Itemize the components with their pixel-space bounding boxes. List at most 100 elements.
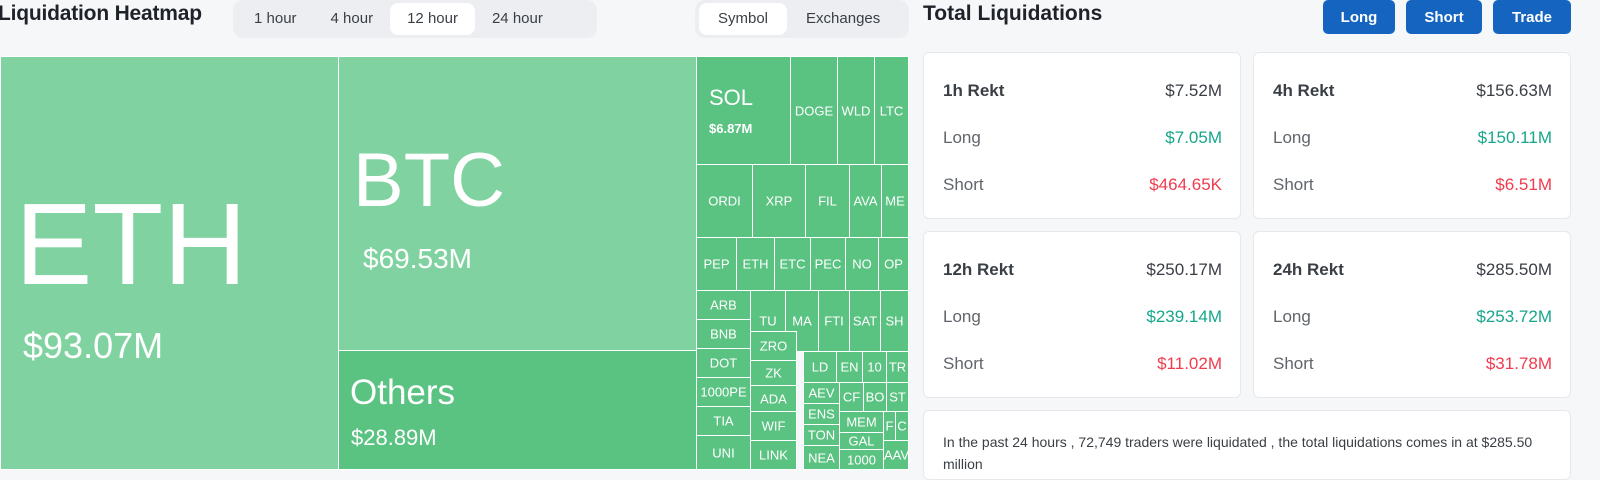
- treemap-tile-xrp[interactable]: XRP: [752, 164, 806, 238]
- tile-symbol: DOGE: [794, 103, 834, 118]
- tile-symbol: BO: [865, 389, 885, 405]
- short-value: $11.02M: [1157, 354, 1222, 373]
- tile-value: $6.87M: [709, 121, 753, 136]
- long-label: Long: [1273, 307, 1311, 326]
- treemap-tile-btc[interactable]: BTC $69.53M: [338, 56, 697, 351]
- treemap-tile-nea[interactable]: NEA: [803, 445, 840, 470]
- treemap-tile-etc[interactable]: ETC: [774, 237, 811, 291]
- tile-value: $69.53M: [363, 243, 472, 274]
- treemap-tile-wld[interactable]: WLD: [837, 56, 875, 165]
- tile-symbol: LD: [811, 359, 829, 375]
- treemap-tile-eth[interactable]: ETH: [736, 237, 775, 291]
- treemap-tile-pec[interactable]: PEC: [810, 237, 846, 291]
- tile-symbol: AEV: [808, 385, 835, 401]
- treemap-tile-me[interactable]: ME: [881, 164, 909, 238]
- view-option-exchanges[interactable]: Exchanges: [806, 10, 881, 27]
- treemap-tile-bnb[interactable]: BNB: [696, 319, 751, 349]
- treemap-tile-doge[interactable]: DOGE: [790, 56, 838, 165]
- treemap-tile-sol[interactable]: SOL $6.87M: [696, 56, 791, 165]
- rekt-label: 1h Rekt: [943, 81, 1005, 100]
- treemap-tile-ordi[interactable]: ORDI: [696, 164, 753, 238]
- tile-symbol: NEA: [808, 450, 835, 465]
- rekt-card-1h: 1h Rekt $7.52M Long $7.05M Short $464.65K: [923, 52, 1241, 219]
- tile-symbol: SH: [885, 313, 904, 329]
- treemap-tile-no[interactable]: NO: [845, 237, 879, 291]
- treemap-tile-10[interactable]: 10: [862, 351, 887, 383]
- treemap-tile-ton[interactable]: TON: [803, 424, 840, 446]
- tile-symbol: ENS: [808, 406, 835, 422]
- tile-symbol: FTI: [824, 313, 844, 329]
- treemap-tile-pep[interactable]: PEP: [696, 237, 737, 291]
- treemap-tile-arb[interactable]: ARB: [696, 290, 751, 320]
- long-label: Long: [943, 128, 981, 147]
- tile-symbol: PEC: [814, 256, 842, 272]
- long-label: Long: [1273, 128, 1311, 147]
- treemap-tile-link[interactable]: LINK: [750, 440, 797, 470]
- tile-symbol: 1000PE: [700, 384, 747, 400]
- treemap-tile-eth[interactable]: ETH $93.07M: [0, 56, 339, 470]
- treemap-tile-zro[interactable]: ZRO: [750, 331, 797, 361]
- treemap-tile-ada[interactable]: ADA: [750, 385, 797, 412]
- treemap-tile-uni[interactable]: UNI: [696, 435, 751, 470]
- treemap-tile-dot[interactable]: DOT: [696, 348, 751, 378]
- tile-symbol: ARB: [710, 297, 737, 313]
- treemap-tile-sat[interactable]: SAT: [849, 290, 881, 352]
- tile-symbol: FIL: [818, 193, 837, 209]
- treemap-tile-bo[interactable]: BO: [863, 382, 887, 412]
- tile-symbol: TON: [807, 427, 836, 443]
- tile-symbol: ADA: [760, 391, 787, 406]
- heatmap-title: Liquidation Heatmap: [0, 2, 202, 25]
- short-button[interactable]: Short: [1406, 0, 1482, 34]
- long-value: $150.11M: [1477, 128, 1552, 147]
- time-option-1h[interactable]: 1 hour: [254, 10, 297, 27]
- treemap-tile-ld[interactable]: LD: [803, 351, 837, 383]
- view-option-symbol[interactable]: Symbol: [699, 3, 788, 35]
- tile-symbol: EN: [840, 359, 859, 375]
- time-option-4h[interactable]: 4 hour: [330, 10, 374, 27]
- treemap-tile-mem[interactable]: MEM: [839, 411, 884, 433]
- treemap-tile-1000pe[interactable]: 1000PE: [696, 377, 751, 407]
- treemap-tile-aev[interactable]: AEV: [803, 382, 840, 404]
- treemap-tile-fti[interactable]: FTI: [818, 290, 850, 352]
- treemap-tile-aav[interactable]: AAV: [883, 440, 909, 470]
- treemap-tile-1000[interactable]: 1000: [839, 449, 884, 470]
- treemap-tile-ens[interactable]: ENS: [803, 403, 840, 425]
- treemap-tile-cf[interactable]: CF: [839, 382, 864, 412]
- rekt-total: $285.50M: [1476, 260, 1552, 279]
- treemap-tile-zk[interactable]: ZK: [750, 360, 797, 386]
- treemap-tile-tia[interactable]: TIA: [696, 406, 751, 436]
- treemap-tile-others[interactable]: Others $28.89M: [338, 350, 697, 470]
- rekt-label: 24h Rekt: [1273, 260, 1344, 279]
- trade-button[interactable]: Trade: [1493, 0, 1571, 34]
- liquidation-summary: In the past 24 hours , 72,749 traders we…: [923, 410, 1571, 480]
- tile-symbol: ETC: [779, 256, 806, 272]
- treemap-tile-wif[interactable]: WIF: [750, 411, 797, 441]
- treemap-tile-sh[interactable]: SH: [880, 290, 909, 352]
- tile-symbol: XRP: [765, 193, 793, 209]
- tile-symbol: DOT: [709, 355, 738, 371]
- tile-symbol: UNI: [712, 445, 735, 460]
- treemap-tile-gal[interactable]: GAL: [839, 432, 884, 450]
- short-value: $6.51M: [1495, 175, 1552, 194]
- tile-symbol: BNB: [710, 326, 737, 342]
- treemap-tile-ltc[interactable]: LTC: [874, 56, 909, 165]
- treemap-tile-c[interactable]: C: [895, 411, 909, 441]
- treemap-tile-fil[interactable]: FIL: [805, 164, 850, 238]
- time-range-selector: 1 hour 4 hour 12 hour 24 hour: [233, 0, 597, 38]
- tile-symbol: PEP: [703, 256, 730, 272]
- tile-symbol: NO: [852, 256, 872, 272]
- treemap-tile-en[interactable]: EN: [836, 351, 863, 383]
- rekt-label: 12h Rekt: [943, 260, 1014, 279]
- time-option-24h[interactable]: 24 hour: [491, 10, 543, 27]
- tile-symbol: AAV: [884, 447, 909, 463]
- time-option-12h[interactable]: 12 hour: [390, 3, 475, 35]
- treemap-tile-st[interactable]: ST: [886, 382, 909, 412]
- rekt-card-12h: 12h Rekt $250.17M Long $239.14M Short $11.0…: [923, 231, 1241, 398]
- treemap-tile-tr[interactable]: TR: [886, 351, 909, 383]
- rekt-card-24h: 24h Rekt $285.50M Long $253.72M Short $31.7…: [1253, 231, 1571, 398]
- tile-symbol: F: [885, 418, 894, 434]
- treemap-tile-ava[interactable]: AVA: [849, 164, 882, 238]
- treemap-tile-op[interactable]: OP: [878, 237, 909, 291]
- long-button[interactable]: Long: [1323, 0, 1395, 34]
- tile-symbol: BTC: [353, 138, 505, 223]
